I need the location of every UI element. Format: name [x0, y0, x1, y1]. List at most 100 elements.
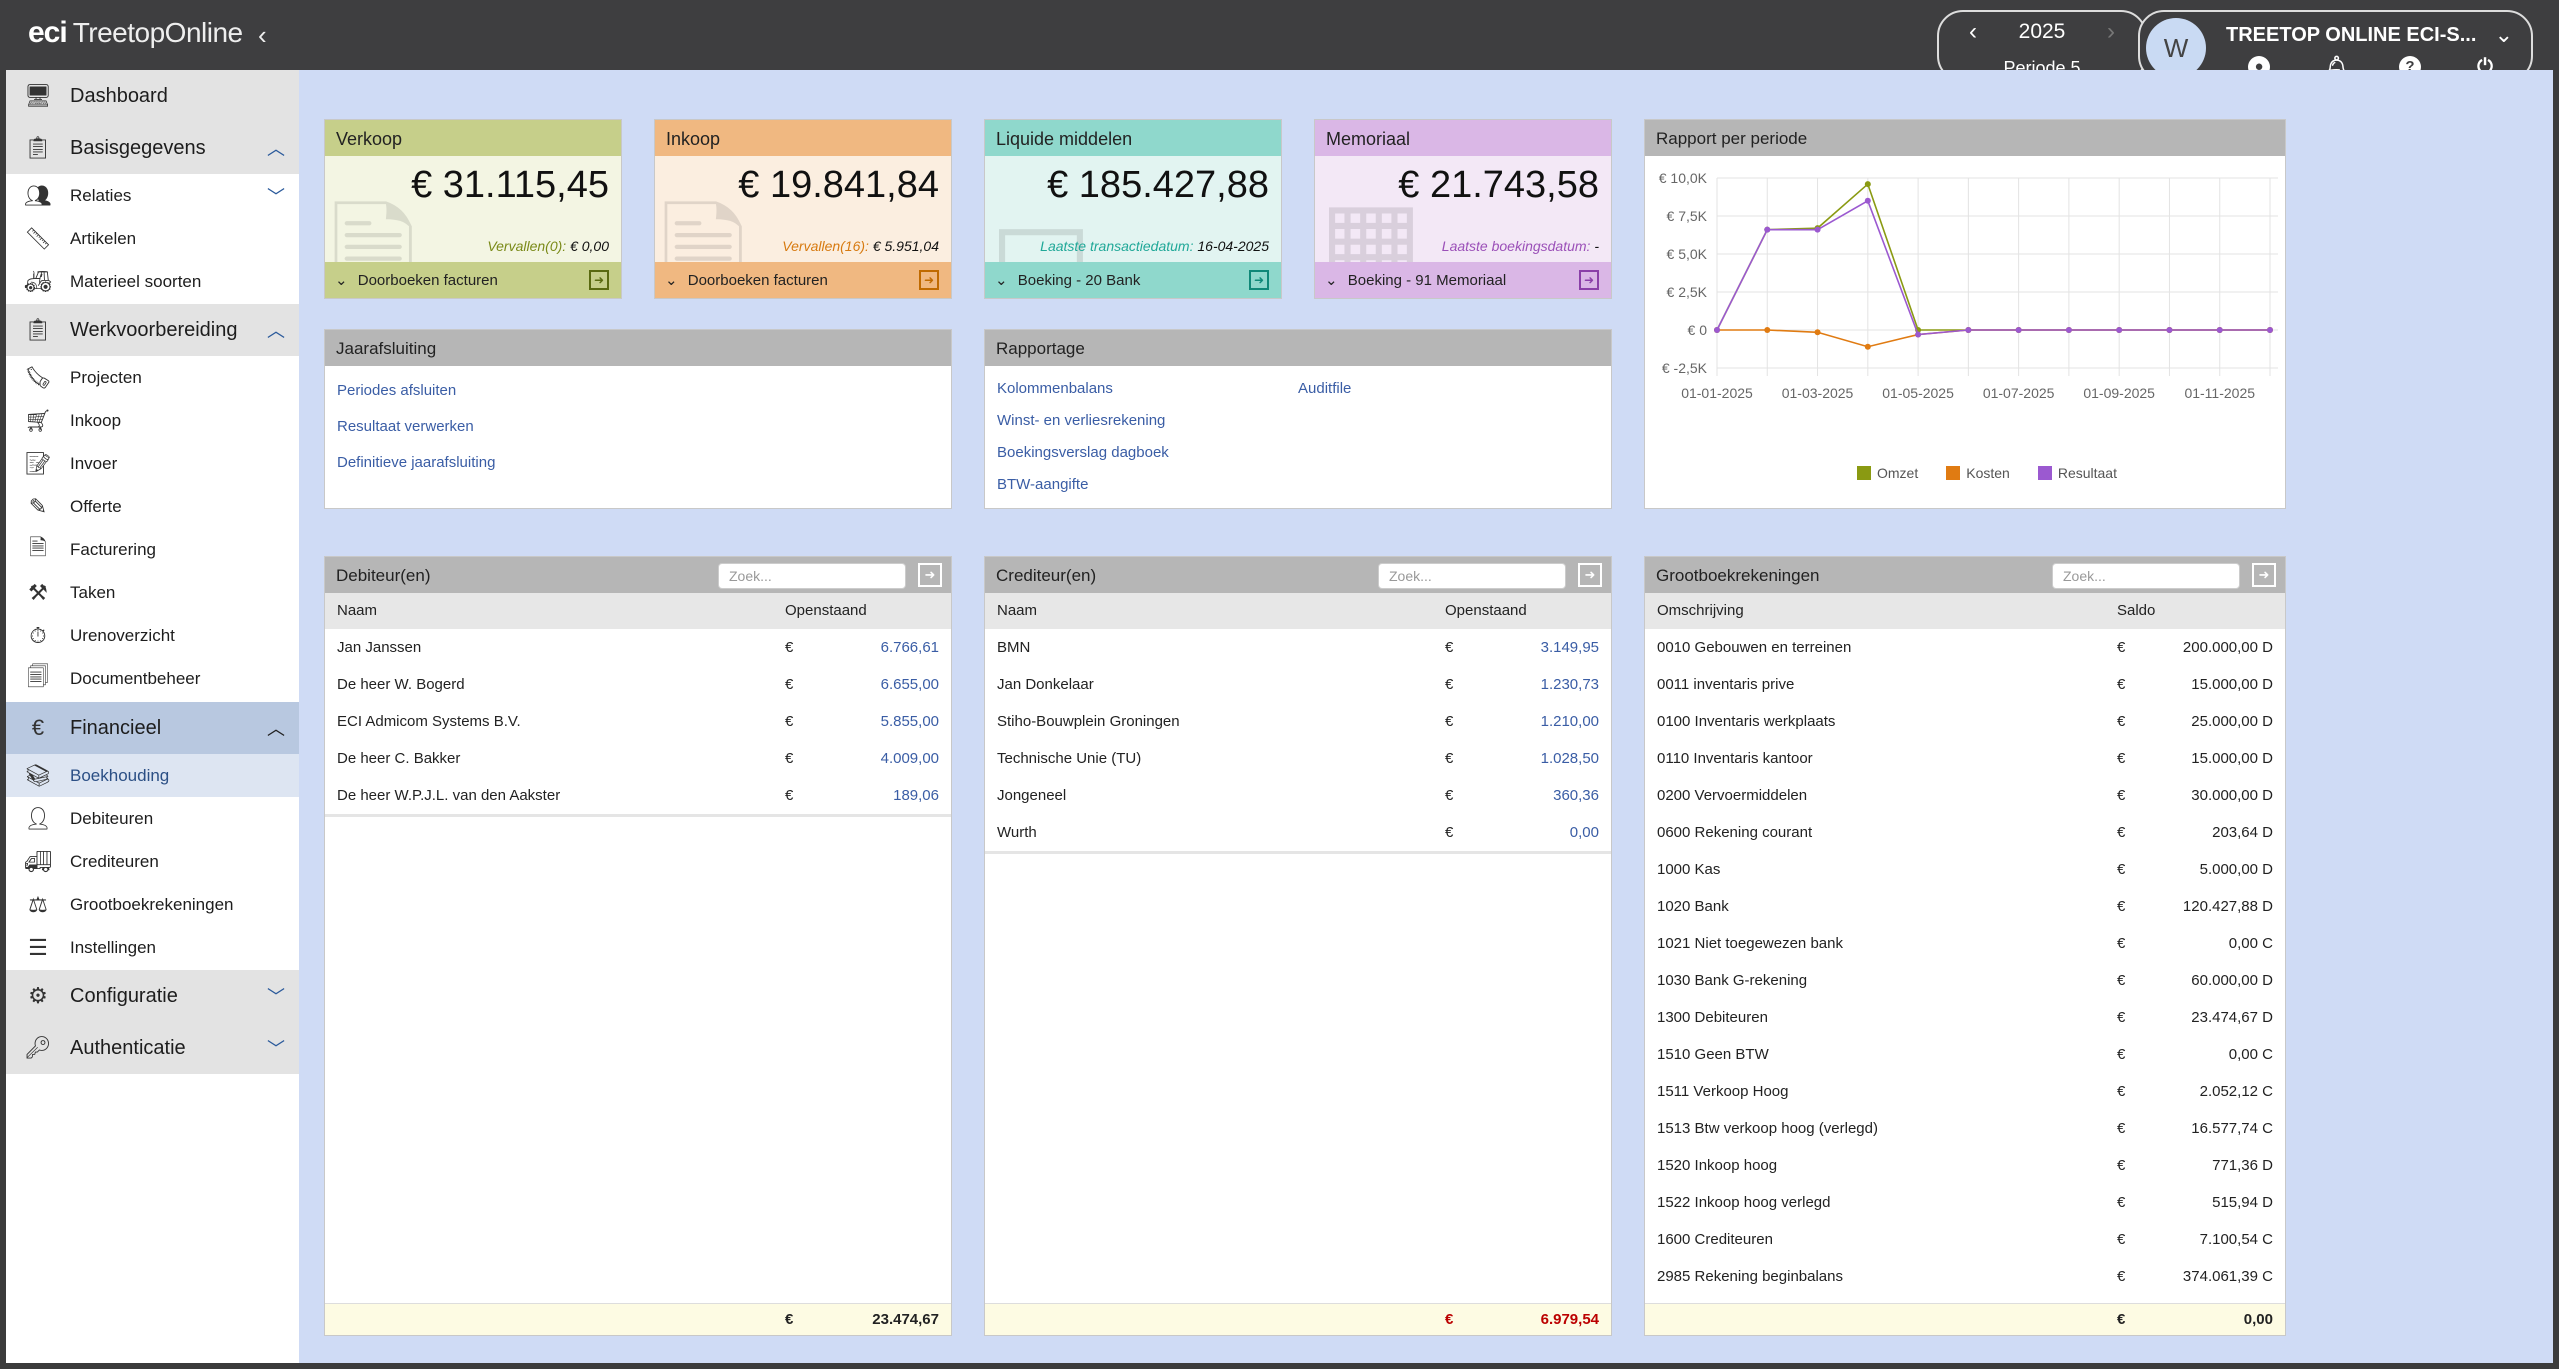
table-row[interactable]: 1510 Geen BTW €0,00 C: [1645, 1036, 2285, 1073]
table-row[interactable]: 0100 Inventaris werkplaats €25.000,00 D: [1645, 703, 2285, 740]
link-periodes-afsluiten[interactable]: Periodes afsluiten: [337, 382, 457, 399]
row-name: De heer W.P.J.L. van den Aakster: [337, 787, 561, 804]
sidebar-item-materieel[interactable]: 🚜︎ Materieel soorten: [6, 260, 299, 303]
search-input[interactable]: Zoek...: [1378, 563, 1566, 589]
table-row[interactable]: 1030 Bank G-rekening €60.000,00 D: [1645, 962, 2285, 999]
table-row[interactable]: Jongeneel €360,36: [985, 777, 1611, 814]
sidebar-item-projecten[interactable]: 🪚︎ Projecten: [6, 356, 299, 399]
search-input[interactable]: Zoek...: [718, 563, 906, 589]
arrow-right-icon[interactable]: ➜: [1249, 270, 1269, 290]
table-row[interactable]: Technische Unie (TU) €1.028,50: [985, 740, 1611, 777]
table-row[interactable]: 1522 Inkoop hoog verlegd €515,94 D: [1645, 1184, 2285, 1221]
sidebar-section-configuratie[interactable]: ⚙︎ Configuratie ﹀: [6, 970, 299, 1022]
row-name: 0100 Inventaris werkplaats: [1657, 713, 1836, 730]
export-icon[interactable]: ➜: [918, 563, 942, 587]
row-amount: 5.000,00 D: [2199, 861, 2273, 878]
sidebar-section-financieel[interactable]: € Financieel ︿: [6, 702, 299, 754]
table-row[interactable]: 1600 Crediteuren €7.100,54 C: [1645, 1221, 2285, 1258]
arrow-right-icon[interactable]: ➜: [589, 270, 609, 290]
link-kolommenbalans[interactable]: Kolommenbalans: [997, 380, 1113, 397]
sidebar-item-boekhouding[interactable]: 📚︎ Boekhouding: [6, 754, 299, 797]
sidebar-item-offerte[interactable]: ✎ Offerte: [6, 485, 299, 528]
table-row[interactable]: 2985 Rekening beginbalans €374.061,39 C: [1645, 1258, 2285, 1295]
table-row[interactable]: 1020 Bank €120.427,88 D: [1645, 888, 2285, 925]
link-definitieve-jaarafsluiting[interactable]: Definitieve jaarafsluiting: [337, 454, 496, 471]
arrow-right-icon[interactable]: ➜: [1579, 270, 1599, 290]
table-row[interactable]: 0011 inventaris prive €15.000,00 D: [1645, 666, 2285, 703]
sidebar-item-urenoverzicht[interactable]: ⏱︎ Urenoverzicht: [6, 614, 299, 657]
sidebar-section-basisgegevens[interactable]: 📋︎ Basisgegevens ︿: [6, 122, 299, 174]
card-footer[interactable]: ⌄ Doorboeken facturen ➜: [325, 262, 621, 298]
sidebar-item-dashboard[interactable]: 🖥︎ Dashboard: [6, 70, 299, 122]
chevron-down-icon[interactable]: ⌄: [2494, 22, 2513, 47]
table-row[interactable]: 0010 Gebouwen en terreinen €200.000,00 D: [1645, 629, 2285, 666]
sidebar-item-inkoop[interactable]: 🛒︎ Inkoop: [6, 399, 299, 442]
table-row[interactable]: De heer W. Bogerd €6.655,00: [325, 666, 951, 703]
sidebar-item-crediteuren[interactable]: 🚚︎ Crediteuren: [6, 840, 299, 883]
sidebar-item-facturering[interactable]: 🗎 Facturering: [6, 528, 299, 571]
table-row[interactable]: 1000 Kas €5.000,00 D: [1645, 851, 2285, 888]
previous-year-icon[interactable]: ‹: [1969, 18, 1977, 45]
table-row[interactable]: Stiho-Bouwplein Groningen €1.210,00: [985, 703, 1611, 740]
link-btw-aangifte[interactable]: BTW-aangifte: [997, 476, 1089, 493]
next-year-icon[interactable]: ›: [2107, 18, 2115, 45]
table-row[interactable]: Jan Donkelaar €1.230,73: [985, 666, 1611, 703]
card-footer[interactable]: ⌄ Boeking - 91 Memoriaal ➜: [1315, 262, 1611, 298]
card-footer[interactable]: ⌄ Doorboeken facturen ➜: [655, 262, 951, 298]
row-amount: 2.052,12 C: [2199, 1083, 2273, 1100]
legend-item[interactable]: Omzet: [1857, 465, 1918, 481]
sidebar-item-documentbeheer[interactable]: 🗐 Documentbeheer: [6, 657, 299, 700]
table-row[interactable]: De heer C. Bakker €4.009,00: [325, 740, 951, 777]
sidebar-section-werkvoorbereiding[interactable]: 📋︎ Werkvoorbereiding ︿: [6, 304, 299, 356]
sidebar-item-instellingen[interactable]: ☰ Instellingen: [6, 926, 299, 969]
row-currency: €: [1445, 713, 1454, 730]
legend-item[interactable]: Resultaat: [2037, 465, 2117, 481]
table-row[interactable]: 0600 Rekening courant €203,64 D: [1645, 814, 2285, 851]
data-point: [2216, 327, 2223, 333]
table-row[interactable]: 1513 Btw verkoop hoog (verlegd) €16.577,7…: [1645, 1110, 2285, 1147]
table-row[interactable]: 1520 Inkoop hoog €771,36 D: [1645, 1147, 2285, 1184]
card-footer[interactable]: ⌄ Boeking - 20 Bank ➜: [985, 262, 1281, 298]
link-resultaat-verwerken[interactable]: Resultaat verwerken: [337, 418, 474, 435]
link-boekingsverslag-dagboek[interactable]: Boekingsverslag dagboek: [997, 444, 1169, 461]
export-icon[interactable]: ➜: [1578, 563, 1602, 587]
link-auditfile[interactable]: Auditfile: [1298, 380, 1352, 397]
sidebar-item-artikelen[interactable]: 📏︎ Artikelen: [6, 217, 299, 260]
table-row[interactable]: 1511 Verkoop Hoog €2.052,12 C: [1645, 1073, 2285, 1110]
table-row[interactable]: 1300 Debiteuren €23.474,67 D: [1645, 999, 2285, 1036]
link-winst-en-verliesrekening[interactable]: Winst- en verliesrekening: [997, 412, 1166, 429]
sidebar-item-grootboekrekeningen[interactable]: ⚖︎ Grootboekrekeningen: [6, 883, 299, 926]
sidebar-item-relaties[interactable]: 👥︎ Relaties ﹀: [6, 174, 299, 217]
x-tick-label: 01-01-2025: [1681, 385, 1753, 401]
company-name[interactable]: TREETOP ONLINE ECI-S...: [2226, 24, 2477, 46]
logo-name: TreetopOnline: [72, 17, 243, 48]
sidebar-item-invoer[interactable]: 📝︎ Invoer: [6, 442, 299, 485]
legend-item[interactable]: Kosten: [1946, 465, 2010, 481]
table-row[interactable]: 0200 Vervoermiddelen €30.000,00 D: [1645, 777, 2285, 814]
data-point: [2116, 327, 2123, 333]
table-row[interactable]: 0110 Inventaris kantoor €15.000,00 D: [1645, 740, 2285, 777]
table-row[interactable]: 1021 Niet toegewezen bank €0,00 C: [1645, 925, 2285, 962]
table-end-divider: [325, 814, 951, 817]
year-label[interactable]: 2025: [2018, 20, 2066, 43]
table-row[interactable]: Wurth €0,00: [985, 814, 1611, 851]
search-input[interactable]: Zoek...: [2052, 563, 2240, 589]
collapse-sidebar-icon[interactable]: ‹: [258, 20, 267, 50]
table-row[interactable]: BMN €3.149,95: [985, 629, 1611, 666]
app-logo[interactable]: eci TreetopOnline: [28, 16, 243, 56]
row-name: De heer W. Bogerd: [337, 676, 465, 693]
table-row[interactable]: Jan Janssen €6.766,61: [325, 629, 951, 666]
sidebar-section-authenticatie[interactable]: 🔑︎ Authenticatie ﹀: [6, 1022, 299, 1074]
card-verkoop: Verkoop 🗎 € 31.115,45 Vervallen(0): € 0,…: [324, 119, 622, 299]
sidebar-item-taken[interactable]: ⚒ Taken: [6, 571, 299, 614]
avatar[interactable]: W: [2146, 18, 2206, 78]
export-icon[interactable]: ➜: [2252, 563, 2276, 587]
arrow-right-icon[interactable]: ➜: [919, 270, 939, 290]
sidebar-item-debiteuren[interactable]: 👤︎ Debiteuren: [6, 797, 299, 840]
table-row[interactable]: De heer W.P.J.L. van den Aakster €189,06: [325, 777, 951, 814]
card-title: Inkoop: [655, 120, 951, 156]
row-amount: 200.000,00 D: [2182, 639, 2273, 656]
series-line-omzet: [1716, 182, 2270, 331]
table-row[interactable]: ECI Admicom Systems B.V. €5.855,00: [325, 703, 951, 740]
row-currency: €: [785, 639, 794, 656]
